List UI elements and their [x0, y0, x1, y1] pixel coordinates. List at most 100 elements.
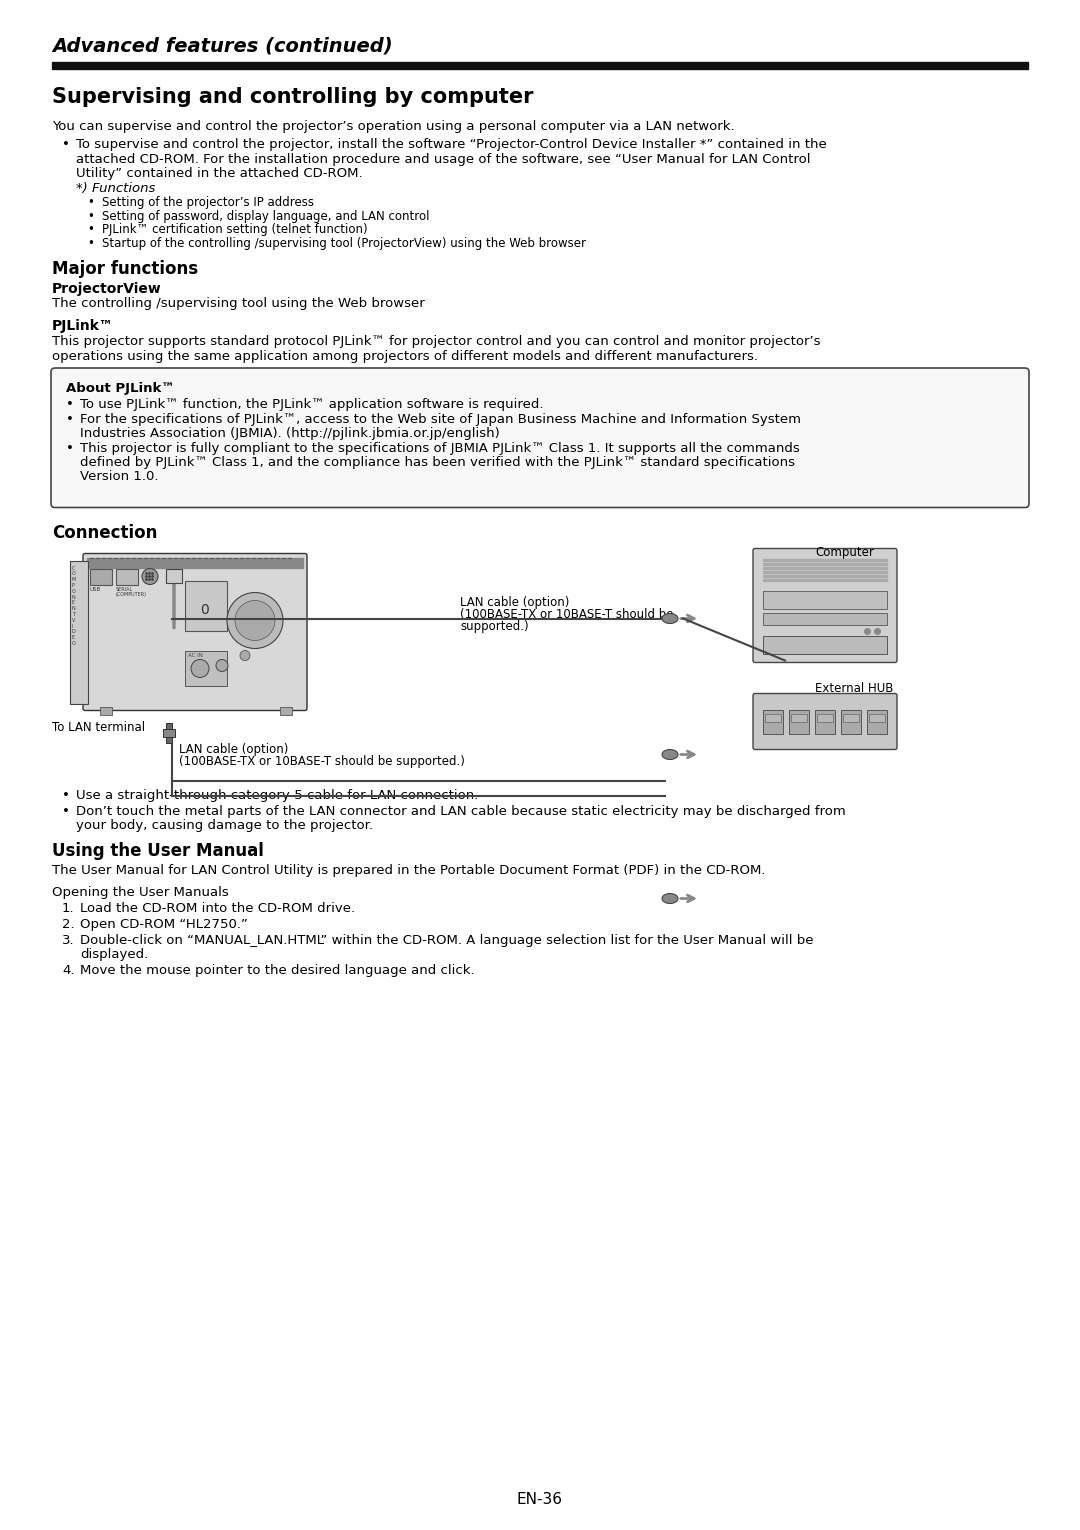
Text: attached CD-ROM. For the installation procedure and usage of the software, see “: attached CD-ROM. For the installation pr… — [76, 153, 810, 165]
Bar — [166, 722, 172, 742]
Text: Use a straight-through category-5 cable for LAN connection.: Use a straight-through category-5 cable … — [76, 788, 478, 802]
Circle shape — [240, 650, 249, 661]
Text: Major functions: Major functions — [52, 260, 198, 278]
Bar — [100, 707, 112, 715]
Bar — [791, 713, 807, 722]
Text: Connection: Connection — [52, 523, 158, 542]
FancyBboxPatch shape — [51, 369, 1029, 508]
Text: Open CD-ROM “HL2750.”: Open CD-ROM “HL2750.” — [80, 918, 248, 930]
Text: Version 1.0.: Version 1.0. — [80, 470, 159, 483]
Text: 0: 0 — [200, 603, 208, 617]
Bar — [762, 563, 887, 565]
Text: displayed.: displayed. — [80, 949, 148, 961]
Text: Advanced features (continued): Advanced features (continued) — [52, 37, 393, 55]
Bar — [762, 710, 783, 733]
Circle shape — [141, 569, 158, 584]
Text: SERIAL
(COMPUTER): SERIAL (COMPUTER) — [116, 586, 147, 597]
FancyBboxPatch shape — [753, 548, 897, 662]
Text: LAN cable (option): LAN cable (option) — [179, 742, 288, 756]
Text: USB: USB — [90, 586, 102, 592]
Bar — [280, 707, 292, 715]
Text: Double-click on “MANUAL_LAN.HTML” within the CD-ROM. A language selection list f: Double-click on “MANUAL_LAN.HTML” within… — [80, 933, 813, 947]
Text: To use PJLink™ function, the PJLink™ application software is required.: To use PJLink™ function, the PJLink™ app… — [80, 398, 543, 412]
Text: Computer: Computer — [815, 546, 874, 558]
Text: •: • — [62, 805, 70, 817]
Text: 1.: 1. — [62, 901, 75, 915]
Text: Using the User Manual: Using the User Manual — [52, 842, 264, 860]
Circle shape — [227, 592, 283, 649]
Text: •: • — [66, 442, 73, 454]
Text: •: • — [87, 223, 94, 236]
Bar — [52, 63, 1028, 69]
Text: About PJLink™: About PJLink™ — [66, 382, 175, 395]
Text: The controlling /supervising tool using the Web browser: The controlling /supervising tool using … — [52, 297, 424, 311]
Bar — [867, 710, 887, 733]
Bar — [90, 569, 112, 584]
Bar — [163, 728, 175, 736]
Text: your body, causing damage to the projector.: your body, causing damage to the project… — [76, 819, 373, 832]
Text: ProjectorView: ProjectorView — [52, 282, 162, 295]
Text: Utility” contained in the attached CD-ROM.: Utility” contained in the attached CD-RO… — [76, 167, 363, 181]
Text: The User Manual for LAN Control Utility is prepared in the Portable Document For: The User Manual for LAN Control Utility … — [52, 863, 766, 877]
Text: •: • — [87, 237, 94, 249]
Text: Don’t touch the metal parts of the LAN connector and LAN cable because static el: Don’t touch the metal parts of the LAN c… — [76, 805, 846, 817]
Text: •: • — [87, 196, 94, 210]
Bar — [762, 566, 887, 569]
Ellipse shape — [662, 894, 678, 904]
Bar — [843, 713, 859, 722]
Text: PJLink™: PJLink™ — [52, 318, 113, 334]
Text: To supervise and control the projector, install the software “Projector-Control : To supervise and control the projector, … — [76, 138, 827, 151]
Text: Supervising and controlling by computer: Supervising and controlling by computer — [52, 87, 534, 107]
Bar — [70, 560, 87, 704]
Bar — [87, 557, 303, 568]
Text: EN-36: EN-36 — [517, 1492, 563, 1507]
Bar — [789, 710, 809, 733]
Text: 2.: 2. — [62, 918, 75, 930]
Bar — [765, 713, 781, 722]
Bar — [762, 591, 887, 609]
Text: 3.: 3. — [62, 933, 75, 947]
Text: Opening the User Manuals: Opening the User Manuals — [52, 886, 229, 898]
Text: Industries Association (JBMIA). (http://pjlink.jbmia.or.jp/english): Industries Association (JBMIA). (http://… — [80, 427, 500, 441]
Bar — [762, 612, 887, 624]
Text: This projector supports standard protocol PJLink™ for projector control and you : This projector supports standard protoco… — [52, 335, 821, 347]
Text: C
O
M
P
O
N
E
N
T
V
I
D
E
O: C O M P O N E N T V I D E O — [72, 566, 77, 646]
Text: Setting of password, display language, and LAN control: Setting of password, display language, a… — [102, 210, 430, 222]
Text: defined by PJLink™ Class 1, and the compliance has been verified with the PJLink: defined by PJLink™ Class 1, and the comp… — [80, 456, 795, 470]
Text: PJLink™ certification setting (telnet function): PJLink™ certification setting (telnet fu… — [102, 223, 367, 236]
Text: •: • — [62, 138, 70, 151]
Bar — [816, 713, 833, 722]
Text: Move the mouse pointer to the desired language and click.: Move the mouse pointer to the desired la… — [80, 964, 474, 978]
Text: Load the CD-ROM into the CD-ROM drive.: Load the CD-ROM into the CD-ROM drive. — [80, 901, 355, 915]
Bar — [762, 578, 887, 580]
Bar — [185, 580, 227, 630]
Bar — [762, 574, 887, 577]
Text: *) Functions: *) Functions — [76, 182, 156, 194]
Text: 4.: 4. — [62, 964, 75, 978]
Bar — [166, 569, 183, 583]
Text: •: • — [66, 398, 73, 412]
Text: •: • — [62, 788, 70, 802]
Text: AC IN: AC IN — [188, 652, 203, 658]
Ellipse shape — [662, 750, 678, 759]
Circle shape — [191, 659, 210, 678]
Bar — [841, 710, 861, 733]
Text: You can supervise and control the projector’s operation using a personal compute: You can supervise and control the projec… — [52, 119, 734, 133]
Bar — [762, 558, 887, 560]
Text: Setting of the projector’s IP address: Setting of the projector’s IP address — [102, 196, 314, 210]
Text: supported.): supported.) — [460, 620, 528, 632]
Circle shape — [235, 600, 275, 641]
Text: •: • — [87, 210, 94, 222]
Text: •: • — [66, 413, 73, 425]
FancyBboxPatch shape — [753, 693, 897, 750]
FancyBboxPatch shape — [83, 554, 307, 710]
Bar — [185, 650, 227, 685]
Text: Startup of the controlling /supervising tool (ProjectorView) using the Web brows: Startup of the controlling /supervising … — [102, 237, 586, 249]
Circle shape — [216, 659, 228, 672]
Text: External HUB: External HUB — [815, 681, 893, 695]
Bar — [116, 569, 138, 584]
Text: LAN cable (option): LAN cable (option) — [460, 595, 569, 609]
Ellipse shape — [662, 614, 678, 624]
Bar — [815, 710, 835, 733]
Bar — [762, 635, 887, 653]
